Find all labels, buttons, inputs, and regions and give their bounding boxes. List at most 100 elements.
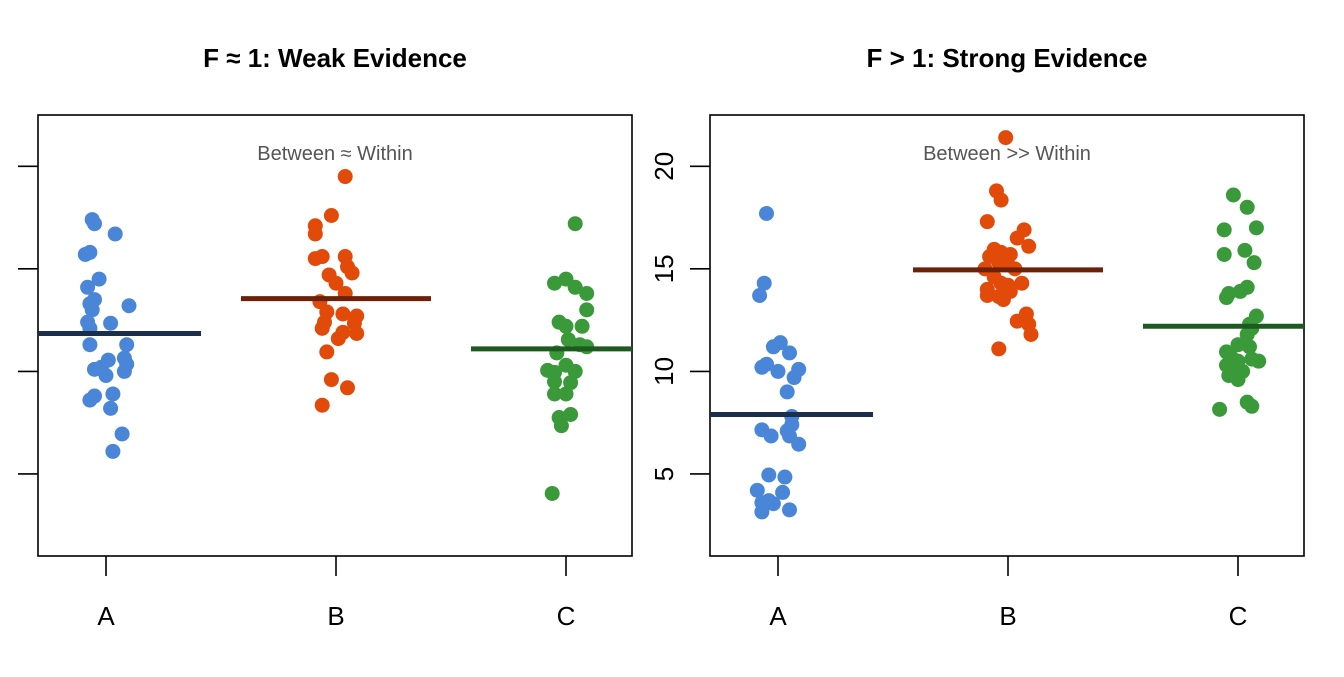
data-point-c [1251,353,1267,369]
data-point-c [567,279,583,295]
data-point-c [579,285,595,301]
data-point-b [323,208,339,224]
data-point-c [558,318,574,334]
data-point-a [87,361,102,377]
data-point-b [330,331,346,347]
data-point-a [105,386,121,402]
data-point-a [107,226,123,242]
data-point-a [752,288,768,304]
data-point-c [1242,339,1257,355]
y-tick-label: 5 [649,467,679,481]
data-point-a [105,443,121,459]
data-point-b [337,169,353,185]
data-point-b [314,320,330,336]
data-point-c [1216,222,1232,238]
y-tick-label: 15 [649,254,679,283]
data-point-a [754,504,770,520]
data-point-a [759,205,774,221]
data-point-a [782,345,797,361]
x-tick-label-b: B [999,601,1016,631]
data-point-c [563,375,579,391]
annotation-text: Between ≈ Within [257,143,413,165]
data-point-a [91,271,107,287]
data-point-a [761,467,777,483]
x-tick-label-b: B [327,601,344,631]
plot-frame [709,114,1305,557]
data-point-c [1230,337,1246,353]
data-point-a [765,496,781,512]
plot-area [38,169,632,501]
data-point-a [786,370,802,386]
data-point-a [754,359,770,375]
data-point-b [993,192,1009,208]
x-tick-label-a: A [769,601,787,631]
data-point-a [770,363,786,379]
data-point-a [756,275,772,291]
x-tick-label-c: C [1229,601,1248,631]
annotation-text: Between >> Within [923,143,1091,165]
data-point-b [991,341,1007,357]
data-point-c [560,332,576,348]
data-point-a [119,337,135,353]
data-point-c [574,318,590,334]
data-point-b [1021,238,1037,254]
data-point-c [1248,220,1264,236]
data-point-c [563,406,579,422]
data-point-a [121,298,137,314]
data-point-c [558,386,574,402]
data-point-c [547,374,562,390]
data-point-a [103,315,119,331]
data-point-b [323,372,339,388]
data-point-c [1239,326,1255,342]
data-point-a [777,469,793,485]
data-point-b [1023,326,1039,342]
panel-strong-evidence: F > 1: Strong Evidence Between >> Within 5… [649,43,1305,631]
data-point-b [340,380,355,396]
data-point-b [328,275,344,291]
data-point-c [547,386,562,402]
data-point-a [775,484,791,500]
data-point-c [1212,401,1228,417]
data-point-c [1216,246,1232,262]
data-point-c [567,216,583,232]
y-tick-label: 20 [649,152,679,181]
data-point-b [979,214,995,230]
data-point-a [84,302,100,318]
x-tick-label-c: C [557,601,576,631]
data-point-b [319,344,335,360]
data-point-c [1237,242,1253,258]
x-tick-label-a: A [97,601,115,631]
data-point-c [579,302,595,318]
data-point-a [98,367,114,383]
data-point-b [349,325,365,341]
data-point-a [77,246,93,262]
data-point-b [307,251,323,267]
data-point-c [547,275,562,291]
data-point-a [782,502,797,518]
data-point-c [1230,372,1246,388]
data-point-a [779,384,795,400]
data-point-b [979,288,995,304]
data-point-a [116,363,132,379]
data-point-b [1014,275,1030,291]
data-point-a [103,400,119,416]
plot-area [710,130,1304,520]
data-point-c [1246,255,1262,271]
data-point-b [1009,313,1025,329]
data-point-c [1219,290,1234,306]
data-point-a [763,428,779,444]
data-point-a [87,216,102,232]
data-point-c [1232,283,1248,299]
chart-title: F > 1: Strong Evidence [866,43,1147,73]
data-point-b [1009,230,1025,246]
chart-title: F ≈ 1: Weak Evidence [203,43,467,73]
data-point-c [1239,199,1255,215]
data-point-a [82,337,98,353]
data-point-c [1225,187,1241,203]
data-point-b [344,265,360,281]
data-point-c [567,363,583,379]
data-point-a [749,482,765,498]
panel-weak-evidence: F ≈ 1: Weak Evidence Between ≈ Within A B C [18,43,633,631]
